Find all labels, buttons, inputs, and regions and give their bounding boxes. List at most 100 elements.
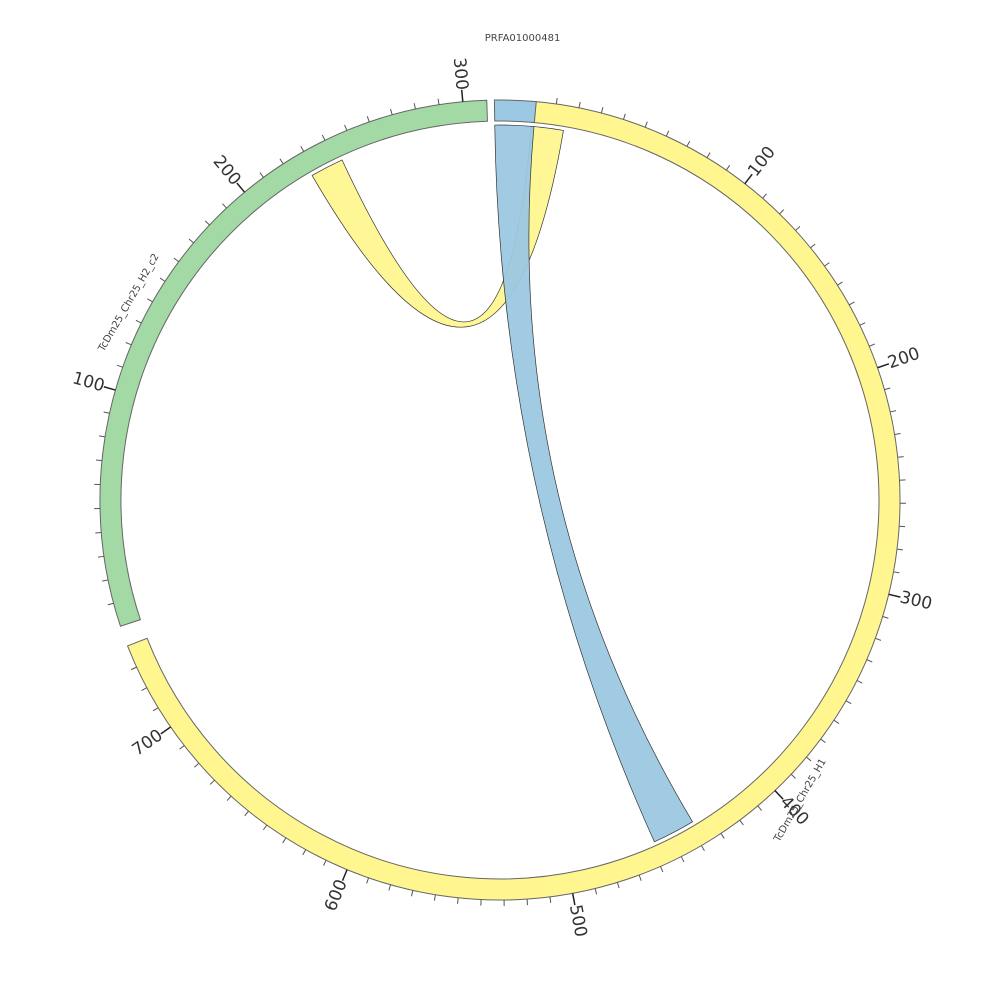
tick-label-h1-300: 300 xyxy=(898,587,934,614)
tick-label-h1-700: 700 xyxy=(129,725,167,760)
tick-h1-50 xyxy=(644,121,648,128)
segment-h1 xyxy=(126,100,901,901)
tick-h2-130 xyxy=(135,319,142,324)
tick-h1-390 xyxy=(790,773,796,779)
tick-h1-110 xyxy=(762,193,767,199)
tick-h1-330 xyxy=(866,659,873,663)
tick-h1-630 xyxy=(282,837,287,844)
tick-h1-720 xyxy=(141,687,148,691)
link-h1-h2 xyxy=(311,125,564,328)
tick-label-h1-200: 200 xyxy=(885,344,922,374)
tick-h1-80 xyxy=(706,152,711,158)
tick-h2-90 xyxy=(103,411,110,414)
tick-h2-20 xyxy=(102,579,109,582)
tick-h1-580 xyxy=(388,884,391,891)
tick-h1-480 xyxy=(616,882,620,889)
tick-h1-700 xyxy=(160,726,172,735)
tick-h2-260 xyxy=(366,116,370,123)
tick-h1-450 xyxy=(680,856,685,863)
tick-h1-510 xyxy=(549,896,552,903)
tick-h1-440 xyxy=(701,845,705,852)
tick-h1-10 xyxy=(555,97,558,105)
tick-h1-350 xyxy=(845,700,852,705)
tick-h2-230 xyxy=(300,145,305,152)
tick-h1-190 xyxy=(869,343,876,347)
tick-h1-570 xyxy=(411,890,414,897)
tick-h1-30 xyxy=(600,107,604,114)
tick-h2-10 xyxy=(107,602,114,606)
tick-h2-150 xyxy=(159,277,166,282)
tick-h1-690 xyxy=(179,745,185,750)
tick-h1-620 xyxy=(302,849,307,856)
tick-h1-130 xyxy=(795,226,801,231)
tick-h1-280 xyxy=(896,548,903,551)
tick-h1-360 xyxy=(833,719,840,724)
segment-name-prfa: PRFA01000481 xyxy=(485,33,561,44)
tick-h1-560 xyxy=(433,894,436,901)
tick-h1-200 xyxy=(877,363,890,369)
segment-h2 xyxy=(99,99,488,627)
tick-h1-60 xyxy=(665,130,670,137)
tick-h1-730 xyxy=(130,666,137,671)
tick-h1-500 xyxy=(571,893,576,906)
tick-h1-300 xyxy=(888,593,901,598)
tick-h1-290 xyxy=(893,571,900,574)
tick-h1-230 xyxy=(894,433,901,435)
tick-h2-100 xyxy=(103,386,116,391)
tick-h2-250 xyxy=(344,124,348,131)
tick-h2-300 xyxy=(460,89,464,102)
tick-h2-110 xyxy=(116,364,123,368)
tick-h1-670 xyxy=(209,779,215,785)
tick-label-h2-200: 200 xyxy=(209,152,245,190)
tick-h1-370 xyxy=(820,738,826,744)
tick-h1-590 xyxy=(366,877,370,884)
tick-h1-680 xyxy=(194,762,200,768)
tick-h2-80 xyxy=(99,435,106,438)
tick-h2-270 xyxy=(390,108,393,115)
tick-h1-240 xyxy=(897,456,904,458)
tick-h1-160 xyxy=(837,281,843,286)
tick-h1-400 xyxy=(774,790,784,800)
tick-h1-70 xyxy=(686,140,691,147)
tick-h2-200 xyxy=(236,182,246,193)
tick-h1-610 xyxy=(323,860,327,866)
tick-h1-120 xyxy=(779,209,785,215)
tick-h2-210 xyxy=(259,172,264,178)
tick-h1-340 xyxy=(856,680,863,684)
tick-h2-290 xyxy=(437,98,440,105)
tick-h1-640 xyxy=(262,824,268,831)
tick-h2-120 xyxy=(125,342,132,346)
tick-h2-220 xyxy=(279,158,284,165)
tick-h2-190 xyxy=(222,203,227,209)
tick-h1-470 xyxy=(638,874,642,881)
tick-h1-650 xyxy=(244,810,249,817)
tick-h2-30 xyxy=(97,555,105,558)
tick-h1-180 xyxy=(859,322,866,326)
tick-h2-160 xyxy=(173,257,180,263)
tick-h1-490 xyxy=(594,888,598,895)
segments-layer xyxy=(99,99,901,901)
links-layer xyxy=(311,124,694,843)
tick-label-h1-500: 500 xyxy=(565,903,591,939)
tick-h1-660 xyxy=(226,795,232,801)
labels-layer: TcDm25_Chr25_H1TcDm25_Chr25_H2_c2PRFA010… xyxy=(96,33,829,845)
tick-h2-70 xyxy=(95,459,102,462)
tick-label-h1-100: 100 xyxy=(744,143,780,181)
tick-h2-170 xyxy=(188,238,194,244)
tick-h2-280 xyxy=(413,103,416,110)
tick-label-h2-100: 100 xyxy=(70,368,107,396)
tick-h1-550 xyxy=(457,897,459,904)
tick-h1-90 xyxy=(725,164,731,171)
tick-h2-140 xyxy=(147,298,153,303)
tick-h1-100 xyxy=(744,173,753,185)
tick-label-h2-300: 300 xyxy=(449,57,472,91)
tick-h1-220 xyxy=(890,410,897,413)
link-prfa-h1 xyxy=(494,124,694,843)
tick-h1-460 xyxy=(659,866,664,873)
tick-h1-420 xyxy=(739,819,744,826)
tick-h1-430 xyxy=(720,833,725,839)
tick-h2-180 xyxy=(204,220,210,226)
tick-h1-210 xyxy=(884,387,891,391)
tick-h1-410 xyxy=(757,805,763,811)
